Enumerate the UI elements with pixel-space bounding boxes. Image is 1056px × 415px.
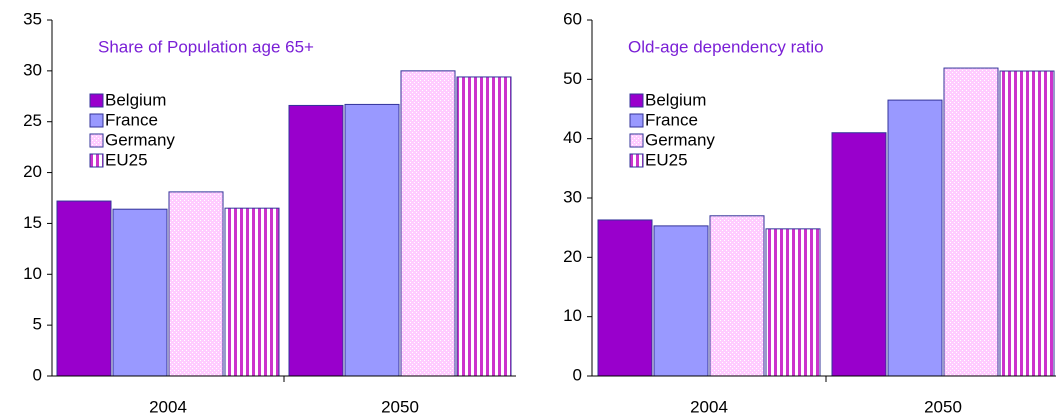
legend-swatch xyxy=(629,93,644,108)
bar xyxy=(597,219,653,377)
legend-label: EU25 xyxy=(105,150,148,169)
y-tick-label: 30 xyxy=(23,60,42,79)
legend-swatch xyxy=(629,133,644,148)
chart-title: Share of Population age 65+ xyxy=(98,37,314,56)
y-tick-label: 10 xyxy=(563,306,582,325)
y-tick-label: 25 xyxy=(23,111,42,130)
y-tick-label: 0 xyxy=(573,365,582,384)
bar xyxy=(709,215,765,377)
legend-swatch xyxy=(89,113,104,128)
y-tick-label: 20 xyxy=(563,247,582,266)
y-tick-label: 35 xyxy=(23,9,42,28)
bar xyxy=(112,208,168,377)
y-tick-label: 20 xyxy=(23,162,42,181)
y-tick-label: 30 xyxy=(563,187,582,206)
legend-swatch xyxy=(629,153,644,168)
legend-label: Belgium xyxy=(105,90,166,109)
bar xyxy=(344,103,400,377)
y-tick-label: 40 xyxy=(563,128,582,147)
y-tick-label: 10 xyxy=(23,264,42,283)
x-tick-label: 2050 xyxy=(924,397,962,415)
x-tick-label: 2004 xyxy=(690,397,728,415)
legend-swatch xyxy=(629,113,644,128)
legend-label: Germany xyxy=(645,130,715,149)
legend-label: France xyxy=(105,110,158,129)
y-tick-label: 50 xyxy=(563,69,582,88)
bar xyxy=(168,191,224,377)
bar xyxy=(999,70,1055,377)
bar xyxy=(56,200,112,377)
bar xyxy=(887,99,943,377)
bar xyxy=(400,70,456,377)
legend-swatch xyxy=(89,93,104,108)
bar xyxy=(288,104,344,377)
y-tick-label: 15 xyxy=(23,213,42,232)
legend-label: France xyxy=(645,110,698,129)
legend-label: Germany xyxy=(105,130,175,149)
bar xyxy=(653,225,709,377)
bar xyxy=(456,76,512,377)
x-tick-label: 2050 xyxy=(381,397,419,415)
x-tick-label: 2004 xyxy=(149,397,187,415)
bar xyxy=(765,228,821,377)
bar xyxy=(224,207,280,377)
bar xyxy=(943,67,999,377)
bar xyxy=(831,132,887,377)
legend-label: EU25 xyxy=(645,150,688,169)
y-tick-label: 0 xyxy=(33,365,42,384)
legend-swatch xyxy=(89,133,104,148)
y-tick-label: 5 xyxy=(33,315,42,334)
chart-title: Old-age dependency ratio xyxy=(628,37,824,56)
legend-swatch xyxy=(89,153,104,168)
legend-label: Belgium xyxy=(645,90,706,109)
y-tick-label: 60 xyxy=(563,9,582,28)
